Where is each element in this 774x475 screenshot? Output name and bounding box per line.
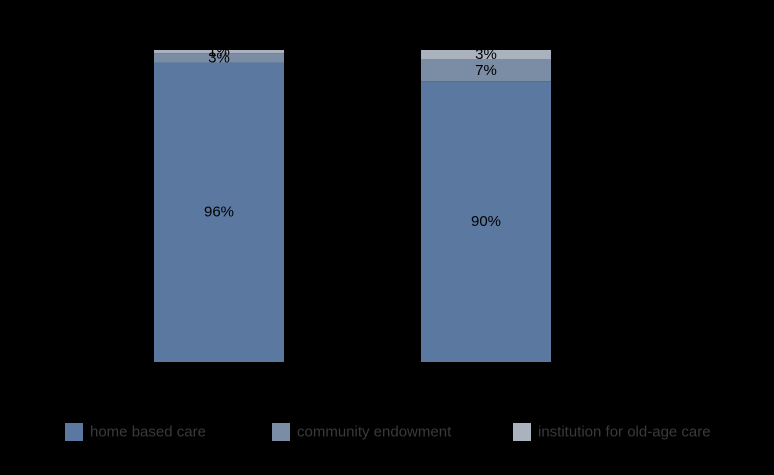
- data-label-1-bar-1: 96%: [204, 204, 234, 221]
- data-label-3-bar-2: 3%: [475, 46, 497, 63]
- bar-segment-3-bar-1: [154, 50, 284, 54]
- data-label-1-bar-2: 90%: [471, 213, 501, 230]
- bar-segment-2-bar-1: [154, 53, 284, 63]
- bar-segment-2-bar-2: [421, 59, 551, 82]
- bar-segment-1-bar-1: [154, 62, 284, 362]
- data-label-2-bar-1: 3%: [208, 49, 230, 66]
- legend-label-2: community endowment: [297, 424, 452, 441]
- bar-segment-3-bar-2: [421, 50, 551, 60]
- legend-label-3: institution for old-age care: [538, 424, 711, 441]
- legend-swatch-2: [272, 423, 290, 441]
- data-labels-group: 96%3%1%90%7%3%: [204, 43, 501, 230]
- bar-segment-1-bar-2: [421, 81, 551, 362]
- legend: home based care community endowment instit…: [65, 423, 711, 441]
- bars-group: [154, 50, 551, 362]
- legend-swatch-3: [513, 423, 531, 441]
- legend-label-1: home based care: [90, 424, 206, 441]
- legend-swatch-1: [65, 423, 83, 441]
- data-label-2-bar-2: 7%: [475, 62, 497, 79]
- data-label-3-bar-1: 1%: [208, 43, 230, 60]
